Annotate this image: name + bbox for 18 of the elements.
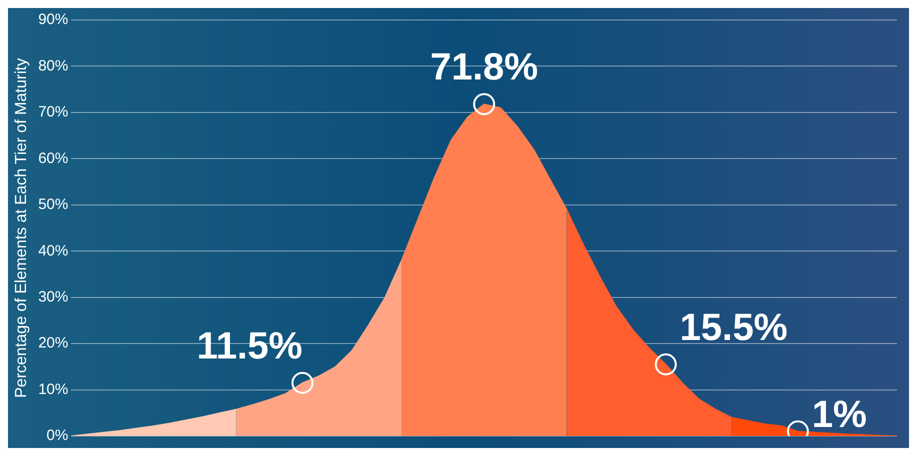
data-label: 1% — [812, 394, 867, 436]
y-tick-label: 80% — [38, 57, 68, 74]
y-tick-label: 20% — [38, 334, 68, 352]
data-label: 71.8% — [430, 46, 538, 89]
point — [473, 93, 496, 116]
y-axis-title: Percentage of Elements at Each Tier of Maturity — [13, 58, 30, 398]
point — [654, 353, 677, 376]
y-tick-label: 90% — [38, 11, 68, 28]
y-tick-label: 60% — [38, 150, 68, 167]
data-label: 11.5% — [196, 325, 302, 368]
y-tick-label: 10% — [38, 380, 68, 398]
y-tick-label: 50% — [38, 196, 68, 214]
y-tick-label: 40% — [38, 242, 68, 260]
y-tick-label: 70% — [38, 104, 68, 121]
y-tick-label: 0% — [46, 427, 68, 444]
y-tick-label: 30% — [38, 288, 68, 306]
data-label: 15.5% — [680, 306, 788, 349]
point — [291, 372, 314, 394]
